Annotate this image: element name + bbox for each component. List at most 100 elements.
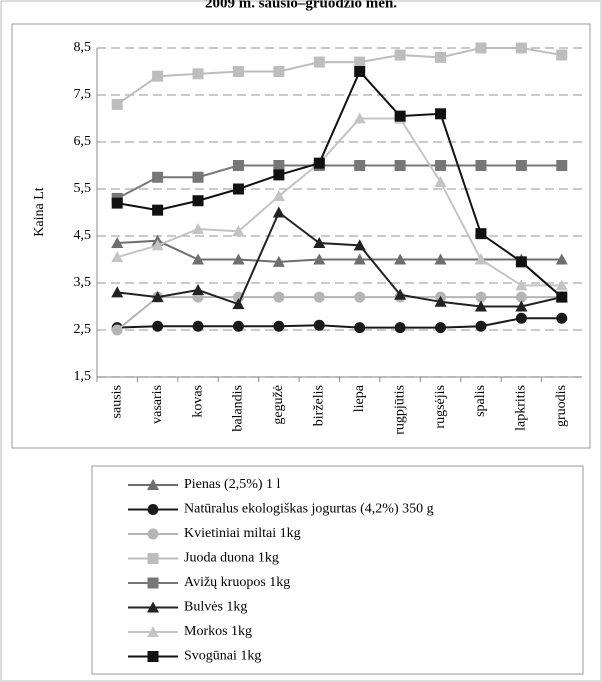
- data-point: [394, 110, 406, 122]
- data-point: [111, 286, 124, 298]
- series-line: [117, 69, 563, 298]
- legend-marker: [147, 504, 159, 515]
- data-point: [556, 49, 568, 61]
- legend-marker: [147, 626, 159, 637]
- y-tick-label: 2,5: [74, 322, 92, 337]
- legend-marker: [147, 651, 159, 662]
- data-point: [515, 160, 527, 171]
- data-point: [556, 312, 568, 324]
- legend-label: Kvietiniai miltai 1kg: [184, 526, 301, 541]
- x-tick-label: spalis: [473, 385, 488, 417]
- data-point: [232, 66, 244, 77]
- legend-marker: [147, 553, 159, 564]
- data-point: [353, 112, 366, 124]
- data-point: [555, 279, 568, 291]
- legend-marker: [147, 601, 159, 613]
- data-point: [556, 160, 568, 171]
- data-point: [232, 160, 244, 171]
- data-point: [515, 279, 528, 291]
- legend-label: Morkos 1kg: [184, 624, 252, 639]
- data-point: [111, 197, 123, 209]
- data-point: [353, 253, 366, 265]
- data-point: [394, 49, 406, 61]
- x-tick-label: rugpjūtis: [392, 385, 407, 435]
- data-point: [273, 160, 285, 171]
- x-tick-label: sausis: [109, 385, 124, 418]
- data-point: [394, 253, 407, 265]
- legend-label: Svogūnai 1kg: [184, 649, 261, 664]
- data-point: [515, 312, 527, 324]
- data-point: [152, 320, 164, 332]
- data-point: [435, 108, 447, 120]
- data-point: [313, 157, 325, 169]
- y-tick-label: 3,5: [74, 275, 92, 290]
- data-point: [474, 253, 487, 265]
- series-line: [116, 117, 562, 287]
- series-line: [116, 47, 562, 106]
- data-point: [475, 291, 487, 303]
- data-point: [273, 320, 285, 332]
- series-line: [116, 296, 562, 331]
- y-tick-label: 5,5: [74, 181, 92, 196]
- y-tick-label: 4,5: [74, 228, 92, 243]
- data-point: [474, 300, 487, 312]
- legend-label: Avižų kruopos 1kg: [184, 575, 290, 590]
- data-point: [354, 160, 366, 171]
- data-point: [475, 160, 487, 171]
- data-point: [515, 291, 527, 303]
- data-point: [192, 284, 205, 296]
- data-point: [555, 253, 568, 265]
- data-point: [313, 56, 325, 68]
- y-tick-label: 6,5: [74, 134, 92, 149]
- y-axis-label: Kaina Lt: [32, 187, 47, 236]
- data-point: [515, 42, 527, 54]
- legend-marker: [147, 479, 159, 490]
- data-point: [192, 320, 204, 332]
- data-point: [111, 98, 123, 110]
- data-point: [272, 190, 285, 202]
- data-point: [354, 56, 366, 68]
- data-point: [313, 319, 325, 331]
- data-point: [152, 70, 164, 82]
- x-tick-label: gegužė: [271, 385, 286, 425]
- data-point: [273, 169, 285, 181]
- data-point: [313, 253, 326, 265]
- data-point: [556, 291, 568, 303]
- data-point: [435, 160, 447, 171]
- data-point: [475, 320, 487, 332]
- legend-marker: [147, 528, 159, 540]
- data-point: [232, 298, 245, 310]
- legend-marker: [147, 577, 159, 589]
- data-point: [192, 195, 204, 207]
- data-point: [313, 237, 326, 249]
- data-point: [353, 239, 366, 251]
- data-point: [232, 320, 244, 332]
- data-point: [475, 42, 487, 54]
- data-point: [475, 228, 487, 240]
- legend-label: Bulvės 1kg: [184, 600, 247, 615]
- chart-title: 2009 m. sausio–gruodžio mėn.: [205, 0, 397, 11]
- legend-label: Natūralus ekologiškas jogurtas (4,2%) 35…: [184, 502, 434, 517]
- data-point: [435, 51, 447, 63]
- legend-label: Pienas (2,5%) 1 l: [184, 477, 281, 492]
- series-line: [116, 164, 562, 200]
- data-point: [434, 295, 447, 307]
- data-point: [394, 160, 406, 171]
- data-point: [273, 291, 285, 303]
- data-point: [354, 291, 366, 303]
- data-point: [313, 291, 325, 303]
- legend-frame: [91, 465, 584, 675]
- data-point: [192, 171, 204, 183]
- y-tick-label: 1,5: [74, 369, 92, 384]
- data-point: [111, 237, 124, 249]
- series-line: [117, 239, 562, 263]
- data-point: [354, 322, 366, 334]
- data-point: [354, 66, 366, 77]
- data-point: [434, 175, 447, 187]
- x-tick-label: liepa: [352, 384, 367, 412]
- data-point: [232, 253, 245, 265]
- x-tick-label: birželis: [312, 385, 327, 426]
